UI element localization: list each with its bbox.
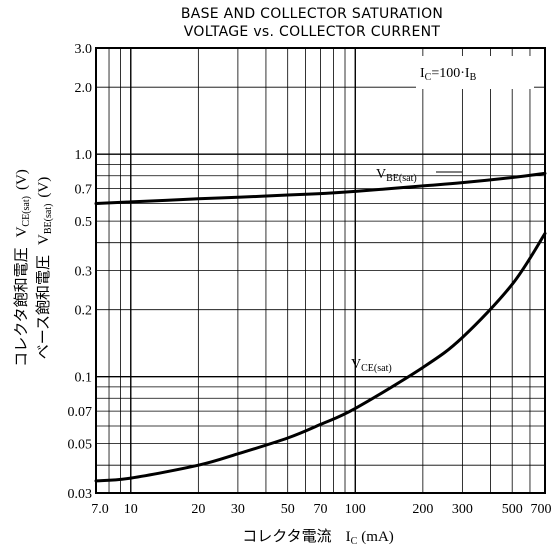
x-tick-label: 100 (345, 502, 366, 517)
y-axis-label-2: ベース飽和電圧VBE(sat)(V) (34, 177, 54, 359)
y-tick-label: 0.7 (75, 183, 93, 198)
x-tick-label: 7.0 (91, 502, 109, 517)
x-tick-label: 20 (191, 502, 205, 517)
y-tick-label: 0.3 (75, 265, 93, 280)
plot-border (95, 47, 546, 494)
y-axis-label-1: コレクタ飽和電圧VCE(sat)(V) (12, 169, 32, 367)
condition-box (416, 56, 534, 89)
x-tick-label: 200 (412, 502, 433, 517)
x-tick-label: 30 (231, 502, 245, 517)
plot-frame (95, 47, 546, 494)
x-tick-label: 50 (281, 502, 295, 517)
vce-sat-curve (94, 231, 547, 483)
y-tick-label: 0.2 (75, 304, 93, 319)
x-axis-label: コレクタ電流 IC (mA) (242, 527, 394, 547)
vbe-sat-label: VBE(sat) (376, 167, 417, 184)
curves (94, 171, 547, 483)
y-tick-label: 0.05 (68, 438, 93, 453)
chart-title-line1: BASE AND COLLECTOR SATURATION (181, 6, 443, 22)
grid (96, 48, 545, 493)
vce-sat-label: VCE(sat) (351, 357, 392, 374)
x-tick-label: 700 (531, 502, 552, 517)
x-tick-label: 10 (124, 502, 138, 517)
x-tick-label: 300 (452, 502, 473, 517)
x-tick-label: 70 (314, 502, 328, 517)
y-tick-label: 0.03 (68, 487, 93, 502)
vbe-sat-curve (94, 171, 547, 206)
x-tick-label: 500 (502, 502, 523, 517)
y-tick-label: 2.0 (75, 81, 93, 96)
y-tick-label: 1.0 (75, 148, 93, 163)
chart-title-line2: VOLTAGE vs. COLLECTOR CURRENT (184, 24, 441, 40)
y-tick-label: 0.1 (75, 371, 93, 386)
condition-label: IC=100·IB (420, 66, 477, 83)
y-tick-label: 0.07 (68, 405, 93, 420)
y-tick-label: 0.5 (75, 215, 93, 230)
tick-labels: 7.0 10 20 30 50 70 100 200 300 500 700 0.03 0.05 0.07… (68, 42, 552, 517)
y-tick-label: 3.0 (75, 42, 93, 57)
